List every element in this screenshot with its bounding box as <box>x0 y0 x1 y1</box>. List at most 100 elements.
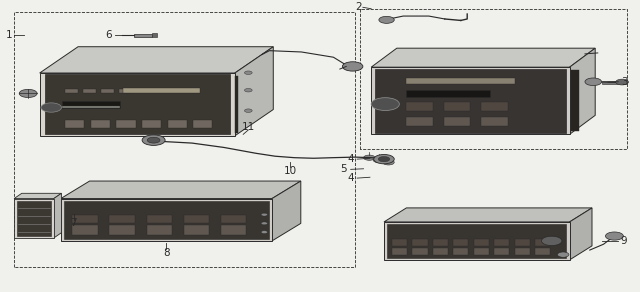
Polygon shape <box>570 208 592 260</box>
Circle shape <box>379 16 394 23</box>
Bar <box>65 89 78 93</box>
Bar <box>481 117 508 126</box>
Bar <box>142 120 161 128</box>
Text: 8: 8 <box>163 248 170 258</box>
Polygon shape <box>570 48 595 134</box>
Circle shape <box>364 155 375 160</box>
Polygon shape <box>235 47 273 136</box>
Text: 5: 5 <box>340 164 347 174</box>
Polygon shape <box>61 181 301 199</box>
Bar <box>134 34 152 36</box>
Circle shape <box>557 252 569 257</box>
Circle shape <box>373 157 385 163</box>
Polygon shape <box>371 48 595 67</box>
Bar <box>515 248 530 255</box>
Bar <box>474 248 489 255</box>
Bar <box>392 248 407 255</box>
Bar <box>535 248 550 255</box>
Bar <box>535 239 550 246</box>
Bar <box>481 102 508 112</box>
Bar <box>392 239 407 246</box>
Circle shape <box>261 231 268 234</box>
Circle shape <box>371 98 399 111</box>
Bar <box>221 215 246 223</box>
Bar <box>61 199 272 241</box>
Bar <box>406 78 515 84</box>
Bar <box>168 120 187 128</box>
Bar <box>221 225 246 235</box>
Circle shape <box>261 222 268 225</box>
Bar <box>494 239 509 246</box>
Bar <box>474 239 489 246</box>
Circle shape <box>378 157 390 162</box>
Text: 1: 1 <box>6 30 12 40</box>
Circle shape <box>342 62 363 71</box>
Bar <box>602 81 620 84</box>
Circle shape <box>261 213 268 216</box>
Polygon shape <box>40 47 273 73</box>
Circle shape <box>541 236 562 246</box>
Bar <box>64 201 269 239</box>
Bar <box>123 88 200 93</box>
Bar <box>14 199 54 238</box>
Text: 4: 4 <box>348 173 354 183</box>
Circle shape <box>585 78 602 86</box>
Bar <box>17 201 51 236</box>
Text: 3: 3 <box>621 77 627 87</box>
Bar <box>152 33 157 37</box>
Bar <box>494 248 509 255</box>
Bar <box>515 239 530 246</box>
Circle shape <box>142 135 165 145</box>
Bar <box>147 215 172 223</box>
Bar <box>119 89 132 93</box>
Bar <box>387 224 566 258</box>
Circle shape <box>41 103 61 112</box>
Circle shape <box>147 137 160 143</box>
Text: 2: 2 <box>355 2 362 12</box>
Circle shape <box>605 232 623 240</box>
Circle shape <box>244 71 252 74</box>
Bar <box>40 73 235 136</box>
Bar <box>184 225 209 235</box>
Bar <box>91 120 110 128</box>
Bar <box>83 89 96 93</box>
Bar <box>62 101 120 107</box>
Bar <box>147 225 172 235</box>
Bar <box>184 215 209 223</box>
Bar <box>109 225 135 235</box>
Polygon shape <box>272 181 301 241</box>
Text: 10: 10 <box>284 166 296 176</box>
Bar <box>72 225 98 235</box>
Circle shape <box>616 79 628 85</box>
Bar <box>444 117 470 126</box>
Circle shape <box>374 154 394 164</box>
Bar <box>375 69 566 133</box>
Circle shape <box>19 89 37 98</box>
Circle shape <box>244 88 252 92</box>
Bar <box>406 102 433 112</box>
Bar <box>453 248 468 255</box>
Bar <box>193 120 212 128</box>
Bar <box>571 70 579 131</box>
Bar <box>235 76 238 133</box>
Bar <box>412 239 428 246</box>
Polygon shape <box>14 193 61 199</box>
Bar <box>433 248 448 255</box>
Bar <box>116 120 136 128</box>
Bar <box>62 106 120 107</box>
Bar <box>65 120 84 128</box>
Polygon shape <box>384 208 592 222</box>
Bar <box>406 90 490 97</box>
Circle shape <box>244 109 252 112</box>
Bar <box>101 89 114 93</box>
Text: 6: 6 <box>106 30 112 40</box>
Polygon shape <box>54 193 61 238</box>
Bar <box>45 74 230 134</box>
Text: 11: 11 <box>242 122 255 132</box>
Bar <box>384 222 570 260</box>
Bar <box>433 239 448 246</box>
Bar <box>109 215 135 223</box>
Bar <box>371 67 570 134</box>
Bar <box>406 117 433 126</box>
Text: 7: 7 <box>70 218 77 228</box>
